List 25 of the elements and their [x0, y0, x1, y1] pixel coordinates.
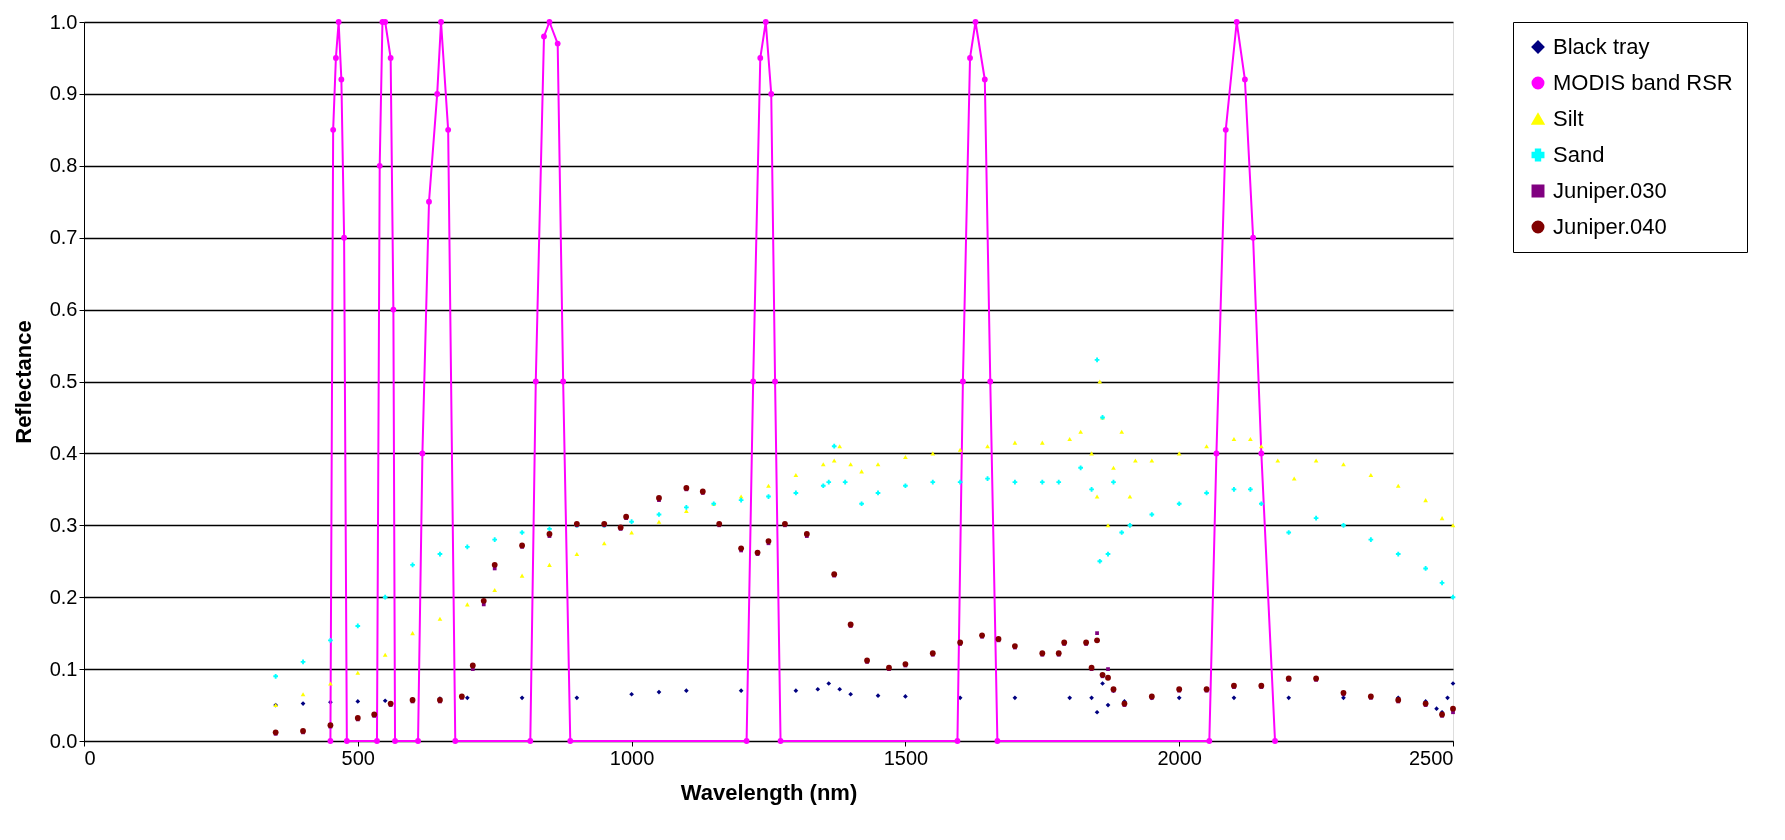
x-tick-label: 2500 — [1409, 746, 1454, 769]
legend-label: Juniper.040 — [1553, 214, 1667, 239]
legend-label: Sand — [1553, 142, 1605, 167]
x-axis-title: Wavelength (nm) — [680, 779, 858, 805]
y-tick-label: 0.8 — [49, 154, 78, 177]
legend-label: Silt — [1553, 106, 1584, 131]
y-tick-label: 0.0 — [49, 729, 78, 752]
legend-label: Juniper.030 — [1553, 178, 1667, 203]
y-tick-label: 1.0 — [49, 10, 78, 33]
legend-label: MODIS band RSR — [1553, 70, 1733, 95]
y-tick-label: 0.4 — [49, 441, 78, 464]
x-tick-label: 500 — [341, 746, 375, 769]
legend-label: Black tray — [1553, 34, 1650, 59]
y-tick-label: 0.6 — [49, 298, 78, 321]
x-tick-label: 2000 — [1157, 746, 1202, 769]
y-tick-label: 0.5 — [49, 370, 78, 392]
y-tick-label: 0.3 — [49, 513, 78, 536]
y-tick-label: 0.1 — [49, 657, 78, 680]
y-tick-label: 0.2 — [49, 585, 78, 608]
y-axis-title: Reflectance — [10, 320, 36, 444]
x-tick-label: 1500 — [883, 746, 929, 769]
x-tick-label: 1000 — [609, 746, 655, 769]
y-tick-label: 0.7 — [49, 226, 78, 249]
x-tick-label: 0 — [84, 746, 96, 769]
y-tick-label: 0.9 — [49, 82, 78, 105]
